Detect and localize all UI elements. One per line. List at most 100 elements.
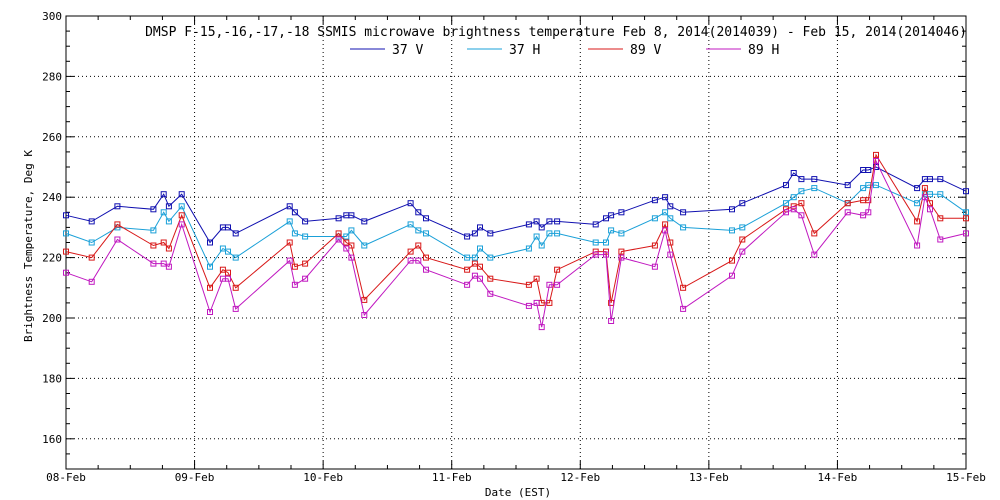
y-axis-label: Brightness Temperature, Deg K xyxy=(22,150,35,342)
x-tick-labels: 08-Feb 09-Feb 10-Feb 11-Feb 12-Feb 13-Feb 14-F… xyxy=(46,471,986,484)
series-37-v xyxy=(63,164,969,246)
data-point xyxy=(415,257,422,264)
data-point xyxy=(415,227,422,234)
data-point xyxy=(618,209,625,216)
data-point xyxy=(165,203,172,210)
data-point xyxy=(464,254,471,261)
data-point xyxy=(407,248,414,255)
data-point xyxy=(865,209,872,216)
data-point xyxy=(525,221,532,228)
data-point xyxy=(160,209,167,216)
data-point xyxy=(914,242,921,249)
data-point xyxy=(608,212,615,219)
data-point xyxy=(415,242,422,249)
data-point xyxy=(546,230,553,237)
data-point xyxy=(538,242,545,249)
data-point xyxy=(662,227,669,234)
data-point xyxy=(790,206,797,213)
data-point xyxy=(407,200,414,207)
data-point xyxy=(178,221,185,228)
data-point xyxy=(873,182,879,189)
data-point xyxy=(790,170,797,176)
data-point xyxy=(178,212,185,219)
data-point xyxy=(361,218,368,225)
data-point xyxy=(225,248,231,255)
data-point xyxy=(302,260,309,267)
y-tick-label: 240 xyxy=(42,191,62,204)
data-point xyxy=(546,281,553,288)
data-point xyxy=(554,281,561,288)
data-point xyxy=(407,221,414,228)
data-point xyxy=(302,275,309,282)
data-point xyxy=(533,233,540,240)
data-point xyxy=(88,254,95,261)
data-point xyxy=(729,272,735,279)
data-point xyxy=(608,318,615,324)
data-point xyxy=(921,185,928,192)
data-point xyxy=(729,227,735,234)
data-point xyxy=(680,284,687,291)
data-point xyxy=(667,251,674,258)
data-point xyxy=(225,275,231,282)
data-point xyxy=(335,236,342,243)
data-point xyxy=(525,281,532,288)
y-tick-label: 280 xyxy=(42,70,62,83)
data-point xyxy=(63,212,69,219)
data-point xyxy=(415,209,422,216)
data-point xyxy=(114,203,121,210)
data-point xyxy=(525,302,532,309)
data-point xyxy=(927,176,933,183)
data-point xyxy=(471,230,478,237)
y-tick-label: 260 xyxy=(42,131,62,144)
axis-ticks xyxy=(65,15,967,470)
data-point xyxy=(160,239,167,246)
data-point xyxy=(963,188,969,195)
y-tick-label: 200 xyxy=(42,312,62,325)
x-axis-label: Date (EST) xyxy=(485,486,551,499)
data-point xyxy=(937,215,944,222)
data-point xyxy=(739,224,746,231)
data-point xyxy=(160,191,167,198)
data-point xyxy=(937,236,944,243)
data-point xyxy=(651,242,658,249)
data-point xyxy=(207,263,213,270)
data-point xyxy=(533,275,540,282)
data-point xyxy=(798,200,805,207)
data-point xyxy=(207,309,213,315)
data-point xyxy=(651,215,658,222)
x-tick-label: 13-Feb xyxy=(689,471,729,484)
series-line xyxy=(65,166,967,244)
data-point xyxy=(608,227,615,234)
data-point xyxy=(150,227,157,234)
series-line xyxy=(65,184,967,268)
x-tick-label: 11-Feb xyxy=(432,471,472,484)
data-point xyxy=(348,227,355,234)
data-point xyxy=(286,203,293,210)
legend-label: 37 H xyxy=(509,43,540,58)
data-point xyxy=(423,230,429,237)
data-point xyxy=(343,245,350,252)
data-point xyxy=(927,206,933,213)
data-point xyxy=(603,251,609,258)
data-point xyxy=(464,281,471,288)
data-point xyxy=(343,233,350,240)
y-tick-label: 160 xyxy=(42,433,62,446)
data-point xyxy=(225,224,231,231)
data-point xyxy=(423,215,429,222)
data-point xyxy=(165,245,172,252)
data-point xyxy=(798,188,805,195)
data-point xyxy=(538,324,545,331)
data-point xyxy=(335,215,342,222)
data-point xyxy=(525,245,532,252)
data-point xyxy=(963,209,969,216)
data-point xyxy=(811,176,818,183)
data-point xyxy=(603,239,609,246)
data-point xyxy=(286,239,293,246)
data-point xyxy=(232,254,239,261)
data-point xyxy=(477,245,483,252)
legend-label: 89 V xyxy=(630,43,661,58)
data-point xyxy=(63,269,69,276)
data-point xyxy=(533,218,540,225)
series-line xyxy=(65,159,967,328)
data-point xyxy=(554,218,561,225)
